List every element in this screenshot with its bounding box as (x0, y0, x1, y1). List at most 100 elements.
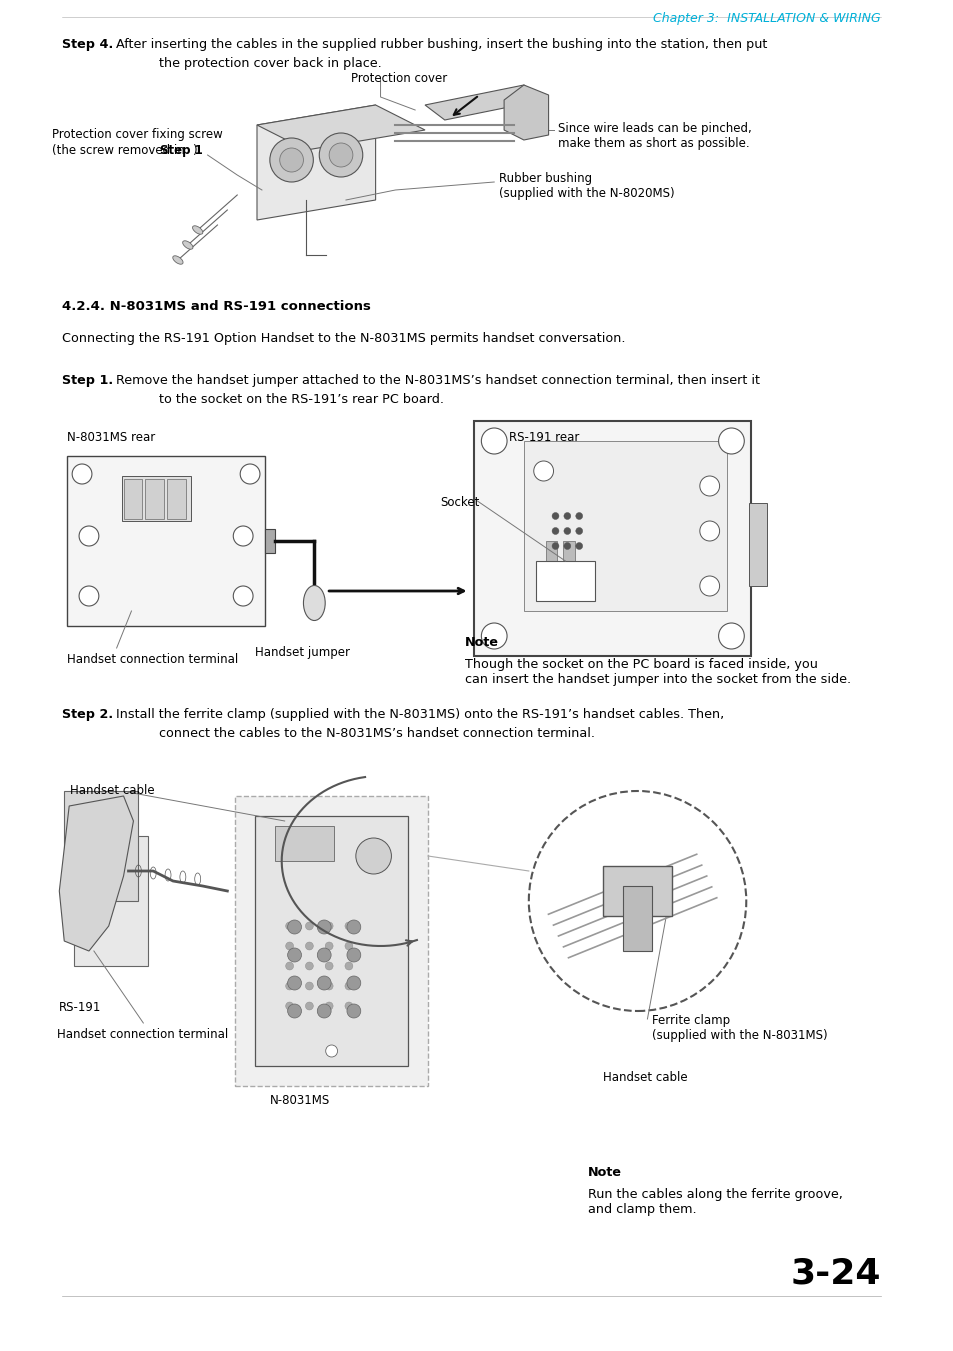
Polygon shape (256, 105, 375, 220)
Circle shape (347, 920, 360, 934)
Circle shape (552, 527, 558, 535)
Circle shape (563, 527, 570, 535)
Circle shape (285, 1002, 294, 1011)
Circle shape (305, 942, 313, 950)
Circle shape (79, 526, 99, 546)
Circle shape (576, 527, 582, 535)
Circle shape (305, 921, 313, 929)
Circle shape (533, 461, 553, 481)
Circle shape (233, 526, 253, 546)
Circle shape (563, 543, 570, 550)
Text: 4.2.4. N-8031MS and RS-191 connections: 4.2.4. N-8031MS and RS-191 connections (62, 300, 371, 313)
Circle shape (305, 1002, 313, 1011)
Circle shape (563, 512, 570, 520)
Circle shape (285, 962, 294, 970)
Text: N-8031MS rear: N-8031MS rear (67, 431, 155, 444)
Circle shape (72, 463, 91, 484)
Circle shape (319, 132, 362, 177)
Circle shape (718, 623, 743, 648)
Bar (121, 476, 191, 521)
Circle shape (329, 143, 353, 168)
Bar (545, 540, 557, 576)
Text: Since wire leads can be pinched,
make them as short as possible.: Since wire leads can be pinched, make th… (558, 122, 751, 150)
Circle shape (325, 962, 333, 970)
Bar (474, 422, 750, 657)
Bar (74, 836, 148, 966)
Circle shape (325, 1046, 337, 1056)
Circle shape (279, 149, 303, 172)
Bar (622, 886, 652, 951)
Text: Step 2.: Step 2. (62, 708, 113, 721)
Polygon shape (59, 796, 133, 951)
Circle shape (288, 948, 301, 962)
Circle shape (576, 512, 582, 520)
Bar (274, 825, 334, 861)
Bar (64, 790, 138, 901)
Text: Step 1.: Step 1. (62, 374, 113, 386)
Circle shape (481, 428, 507, 454)
Text: Handset jumper: Handset jumper (254, 646, 350, 659)
Text: ): ) (192, 145, 196, 157)
Ellipse shape (182, 240, 193, 249)
Bar (265, 530, 274, 553)
Circle shape (347, 1004, 360, 1019)
Circle shape (528, 790, 745, 1011)
Circle shape (317, 1004, 331, 1019)
Circle shape (700, 521, 719, 540)
Circle shape (305, 962, 313, 970)
Circle shape (347, 975, 360, 990)
Ellipse shape (303, 585, 325, 620)
Circle shape (270, 138, 313, 182)
Bar (748, 504, 766, 585)
Bar (167, 480, 186, 519)
Text: N-8031MS: N-8031MS (270, 1094, 330, 1106)
Circle shape (345, 921, 353, 929)
Bar (563, 540, 575, 576)
Ellipse shape (193, 226, 203, 234)
Text: connect the cables to the N-8031MS’s handset connection terminal.: connect the cables to the N-8031MS’s han… (159, 727, 595, 740)
Text: RS-191: RS-191 (59, 1001, 102, 1015)
Text: RS-191 rear: RS-191 rear (509, 431, 578, 444)
Polygon shape (256, 105, 425, 150)
Bar (536, 561, 595, 601)
Text: the protection cover back in place.: the protection cover back in place. (159, 57, 381, 70)
Circle shape (233, 586, 253, 607)
Text: (the screw removed in: (the screw removed in (52, 145, 189, 157)
Circle shape (552, 512, 558, 520)
Text: to the socket on the RS-191’s rear PC board.: to the socket on the RS-191’s rear PC bo… (159, 393, 444, 407)
Bar (124, 480, 142, 519)
Text: Socket: Socket (439, 496, 478, 509)
Circle shape (345, 962, 353, 970)
Text: Connecting the RS-191 Option Handset to the N-8031MS permits handset conversatio: Connecting the RS-191 Option Handset to … (62, 332, 625, 345)
Circle shape (325, 942, 333, 950)
Text: Handset cable: Handset cable (71, 784, 154, 797)
Circle shape (345, 982, 353, 990)
Circle shape (285, 921, 294, 929)
Text: Remove the handset jumper attached to the N-8031MS’s handset connection terminal: Remove the handset jumper attached to th… (112, 374, 759, 386)
Text: Note: Note (464, 636, 498, 648)
Ellipse shape (172, 255, 183, 265)
Circle shape (285, 942, 294, 950)
Text: Though the socket on the PC board is faced inside, you
can insert the handset ju: Though the socket on the PC board is fac… (464, 658, 850, 686)
Circle shape (317, 948, 331, 962)
Text: 3-24: 3-24 (789, 1256, 880, 1292)
Circle shape (700, 476, 719, 496)
Text: Chapter 3:  INSTALLATION & WIRING: Chapter 3: INSTALLATION & WIRING (653, 12, 880, 26)
Circle shape (305, 982, 313, 990)
Circle shape (700, 576, 719, 596)
Bar (602, 866, 672, 916)
Text: Step 1: Step 1 (160, 145, 203, 157)
Polygon shape (425, 85, 543, 120)
Circle shape (317, 920, 331, 934)
Circle shape (345, 1002, 353, 1011)
Circle shape (288, 920, 301, 934)
Text: Install the ferrite clamp (supplied with the N-8031MS) onto the RS-191’s handset: Install the ferrite clamp (supplied with… (112, 708, 723, 721)
Bar (145, 480, 164, 519)
Circle shape (79, 586, 99, 607)
Circle shape (345, 942, 353, 950)
Text: Ferrite clamp
(supplied with the N-8031MS): Ferrite clamp (supplied with the N-8031M… (652, 1015, 827, 1042)
Circle shape (240, 463, 259, 484)
Text: Handset connection terminal: Handset connection terminal (57, 1028, 229, 1042)
Circle shape (317, 975, 331, 990)
Circle shape (285, 982, 294, 990)
